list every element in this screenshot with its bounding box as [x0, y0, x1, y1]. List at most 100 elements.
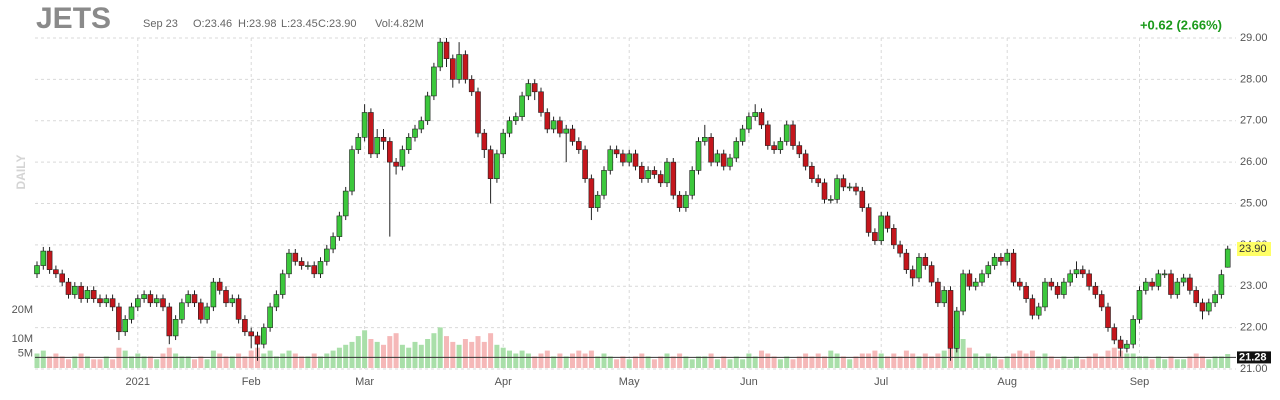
volume-bar	[78, 353, 84, 368]
candle-body	[286, 252, 292, 275]
candle-body	[519, 95, 525, 117]
candle-body	[853, 186, 859, 192]
volume-bar	[154, 359, 160, 368]
candle-body	[179, 302, 185, 320]
candle-body	[979, 273, 985, 283]
volume-bar	[1099, 356, 1105, 368]
volume-bar	[34, 353, 40, 368]
volume-bar	[1187, 356, 1193, 368]
period: DAILY	[14, 155, 28, 190]
candle-body	[254, 335, 261, 345]
volume-bar	[595, 356, 601, 368]
volume-bar	[1193, 353, 1199, 368]
candle-body	[664, 161, 670, 184]
volume-bar	[777, 359, 783, 368]
volume-bar	[248, 350, 254, 368]
candle-body	[135, 298, 141, 308]
candle-body	[708, 137, 714, 163]
volume-bar	[160, 353, 166, 368]
candle-body	[1136, 290, 1143, 320]
volume-bar	[305, 356, 311, 368]
volume-bar	[626, 359, 632, 368]
volume-bar	[1055, 359, 1061, 368]
candle-body	[1218, 274, 1225, 295]
volume-bar	[1092, 353, 1098, 368]
candle-body	[456, 54, 462, 80]
volume-bar	[1086, 356, 1092, 368]
candle-body	[1199, 302, 1206, 312]
candle-body	[248, 331, 254, 337]
candle-body	[34, 265, 40, 275]
volume-bar	[462, 339, 468, 368]
volume-bar	[47, 356, 53, 368]
volume-bar	[822, 356, 827, 368]
candle-body	[1180, 277, 1187, 283]
volume-bar	[1168, 356, 1174, 368]
volume-bar	[607, 356, 613, 368]
candle-body	[90, 290, 97, 299]
volume-bar	[771, 356, 777, 368]
candle-body	[827, 199, 834, 201]
x-tick-label: Apr	[495, 376, 512, 388]
volume-bar	[97, 359, 103, 368]
volume-bar	[683, 356, 689, 368]
candle-body	[1161, 273, 1168, 276]
volume-bar	[998, 359, 1004, 368]
candle-body	[437, 41, 444, 68]
volume-bar	[456, 344, 462, 368]
header-item: L:23.45	[281, 18, 318, 30]
candle-body	[317, 261, 324, 275]
volume-bar	[1218, 356, 1224, 368]
candle-body	[412, 128, 418, 138]
volume-bar	[1206, 359, 1212, 368]
candle-body	[374, 137, 381, 155]
volume-bar	[242, 356, 248, 368]
volume-bar	[355, 336, 361, 368]
volume-bar	[916, 356, 922, 368]
volume-bar	[141, 356, 147, 368]
x-tick-label: Aug	[997, 376, 1017, 388]
candle-body	[897, 244, 903, 254]
candle-body	[1092, 285, 1099, 295]
volume-bar	[796, 356, 802, 368]
candle-body	[1073, 269, 1080, 275]
candle-body	[500, 132, 507, 155]
volume-bar	[670, 356, 676, 368]
candle-body	[790, 124, 796, 146]
candle-body	[626, 153, 633, 163]
candle-body	[380, 137, 387, 142]
x-tick-label: Jun	[740, 376, 758, 388]
candle-body	[78, 285, 84, 299]
candle-body	[985, 265, 992, 275]
candle-body	[216, 281, 223, 291]
volume-bar	[651, 359, 657, 368]
volume-bar	[519, 350, 525, 368]
candle-body	[166, 306, 173, 337]
volume-bar	[381, 344, 386, 368]
candle-body	[582, 149, 588, 179]
candle-body	[632, 153, 639, 167]
candle-body	[733, 141, 740, 159]
volume-bar	[658, 356, 664, 368]
volume-bar	[897, 356, 903, 368]
volume-bar	[815, 353, 821, 368]
candle-body	[550, 120, 557, 130]
volume-bar	[362, 330, 368, 368]
candle-body	[342, 190, 349, 217]
volume-bar	[714, 359, 720, 368]
volume-bar	[393, 333, 399, 368]
volume-bar	[740, 359, 746, 368]
candle-body	[846, 186, 853, 189]
volume-bar	[1017, 350, 1023, 368]
header-item: H:23.98	[238, 18, 277, 30]
candle-body	[65, 281, 72, 295]
volume-tick-label: 5M	[18, 347, 33, 359]
volume-bar	[1048, 356, 1054, 368]
candle-body	[922, 256, 929, 266]
candle-body	[72, 285, 78, 295]
volume-bar	[494, 344, 500, 368]
volume-bar	[557, 353, 563, 368]
volume-bar	[544, 350, 550, 368]
volume-bar	[809, 356, 815, 368]
